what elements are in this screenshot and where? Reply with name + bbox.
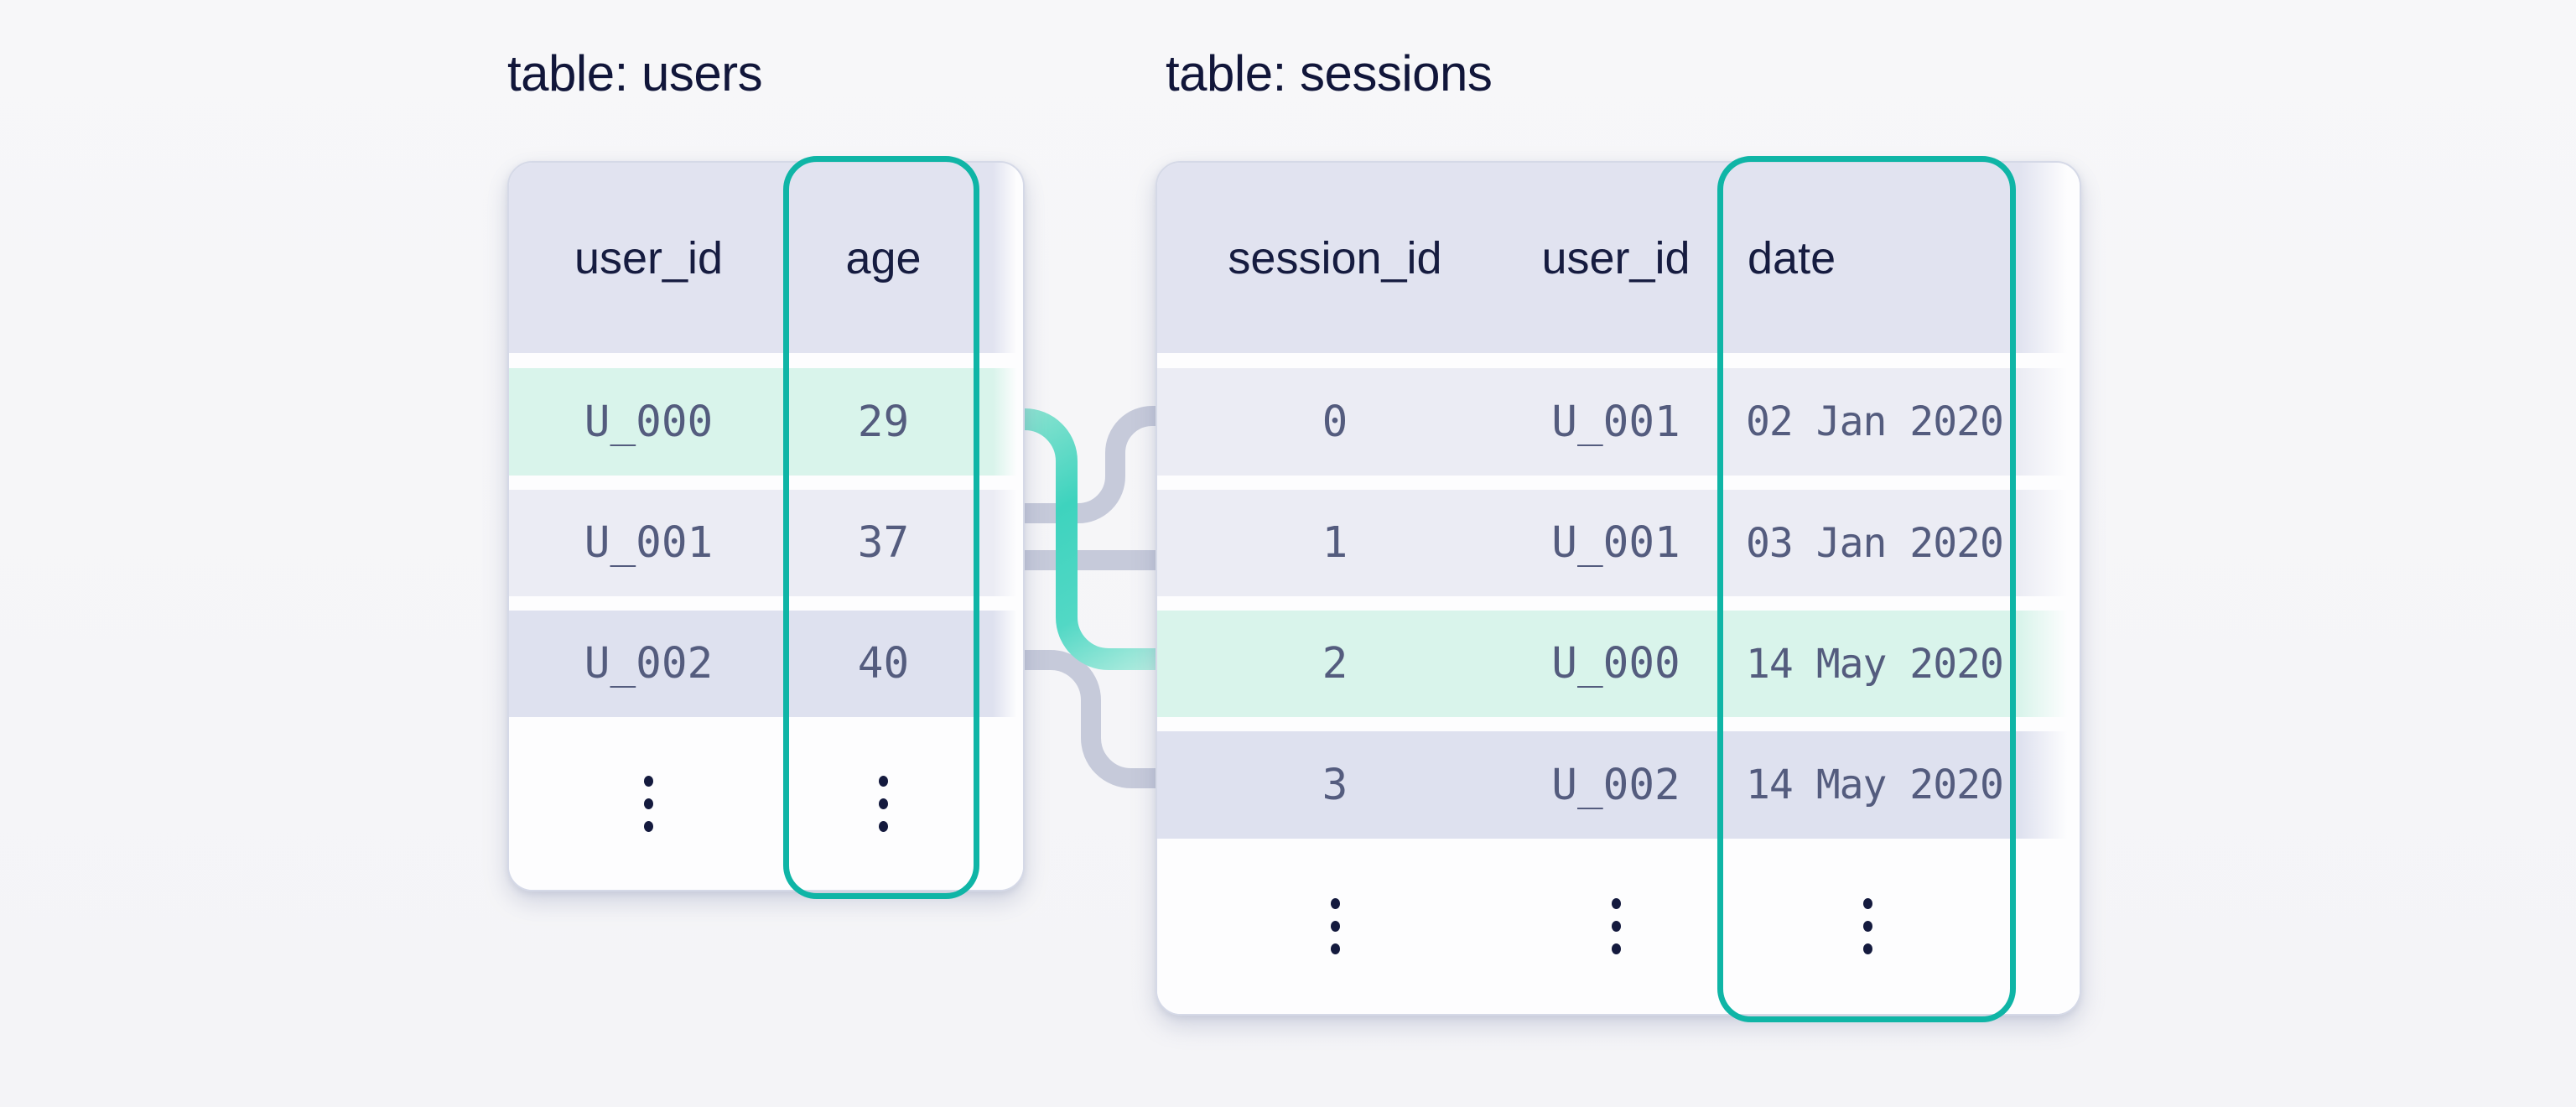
sessions-cell-date: 02 Jan 2020 — [1746, 398, 2004, 445]
sessions-cell-user-id: U_002 — [1551, 760, 1680, 810]
sessions-column-header-user-id: user_id — [1541, 232, 1690, 283]
connector-u002-session3 — [1020, 650, 1161, 788]
sessions-cell-session-id: 1 — [1322, 518, 1348, 568]
sessions-table-card: session_id user_id date 0 U_001 02 Jan 2… — [1156, 161, 2081, 1016]
sessions-cell-session-id: 3 — [1322, 760, 1348, 810]
vertical-ellipsis-icon — [1330, 898, 1340, 954]
users-cell-user-id: U_002 — [584, 639, 714, 689]
users-row-u002: U_002 40 — [509, 611, 1023, 717]
sessions-cell-user-id: U_001 — [1551, 518, 1680, 568]
sessions-cell-date: 14 May 2020 — [1746, 640, 2004, 688]
sessions-row-3: 3 U_002 14 May 2020 — [1157, 731, 2080, 839]
users-cell-age: 40 — [857, 639, 910, 689]
vertical-ellipsis-icon — [1611, 898, 1621, 954]
sessions-column-header-date: date — [1748, 232, 1836, 283]
users-cell-user-id: U_000 — [584, 397, 714, 447]
sessions-cell-user-id: U_000 — [1551, 639, 1680, 689]
sessions-table-title: table: sessions — [1166, 45, 1493, 101]
users-column-header-age: age — [845, 232, 922, 283]
sessions-cell-date: 14 May 2020 — [1746, 761, 2004, 808]
connector-u001-session0 — [1020, 406, 1161, 523]
users-cell-user-id: U_001 — [584, 518, 714, 568]
sessions-cell-user-id: U_001 — [1551, 397, 1680, 447]
vertical-ellipsis-icon — [1863, 898, 1872, 954]
vertical-ellipsis-icon — [644, 775, 653, 832]
sessions-column-header-session-id: session_id — [1228, 232, 1442, 283]
date-column-highlight — [1717, 156, 2016, 1022]
connector-u000-session2 — [1020, 408, 1161, 670]
users-row-u000: U_000 29 — [509, 368, 1023, 476]
users-header-row: user_id age — [509, 163, 1023, 353]
sessions-row-2: 2 U_000 14 May 2020 — [1157, 611, 2080, 717]
sessions-row-0: 0 U_001 02 Jan 2020 — [1157, 368, 2080, 476]
users-column-header-user-id: user_id — [574, 232, 724, 283]
users-ellipsis-row — [509, 717, 1023, 890]
vertical-ellipsis-icon — [879, 775, 888, 832]
sessions-cell-date: 03 Jan 2020 — [1746, 519, 2004, 567]
users-table-title: table: users — [507, 45, 763, 101]
age-column-highlight — [783, 156, 979, 899]
users-cell-age: 37 — [857, 518, 910, 568]
users-table-card: user_id age U_000 29 U_001 37 U_002 40 — [507, 161, 1025, 891]
sessions-cell-session-id: 2 — [1322, 639, 1348, 689]
sessions-row-1: 1 U_001 03 Jan 2020 — [1157, 490, 2080, 596]
sessions-header-row: session_id user_id date — [1157, 163, 2080, 353]
sessions-ellipsis-row — [1157, 839, 2080, 1014]
sessions-cell-session-id: 0 — [1322, 397, 1348, 447]
users-row-u001: U_001 37 — [509, 490, 1023, 596]
users-cell-age: 29 — [857, 397, 910, 447]
